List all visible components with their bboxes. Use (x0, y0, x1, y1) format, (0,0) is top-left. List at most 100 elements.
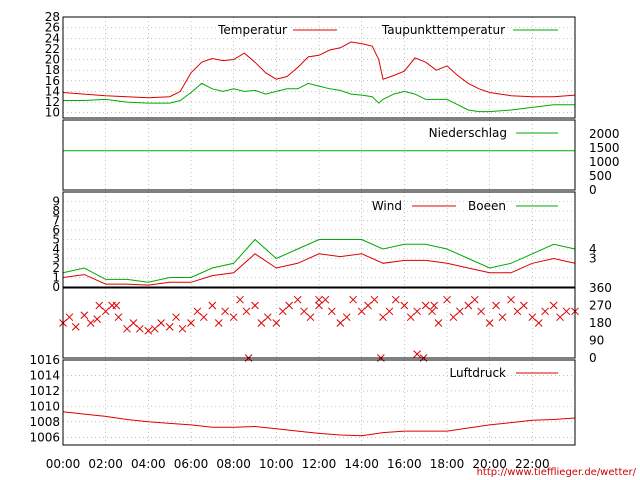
direction-point (400, 301, 409, 310)
legend-label: Taupunkttemperatur (381, 23, 505, 37)
x-tick-label: 14:00 (344, 457, 379, 471)
y-tick-label: 6 (52, 223, 60, 237)
x-tick-label: 04:00 (131, 457, 166, 471)
direction-point (315, 301, 323, 310)
y-tick-label: 5 (52, 233, 60, 247)
direction-point (434, 319, 443, 327)
direction-point (178, 324, 187, 333)
panel-direction: 0 90 180 270 360 (59, 281, 612, 365)
direction-point (364, 301, 372, 310)
direction-point (263, 313, 272, 322)
direction-point (285, 301, 293, 310)
direction-point (199, 313, 208, 322)
series-line-1 (62, 238, 576, 283)
time-axis-labels: 00:00 02:00 04:00 06:00 08:00 10:00 12:00 14:00… (46, 457, 550, 471)
y-tick-label: 7 (52, 214, 60, 228)
direction-point (327, 307, 336, 316)
direction-point (257, 319, 266, 327)
y2-tick-label: 90 (589, 334, 604, 348)
y-tick-label: 28 (45, 10, 60, 24)
legend-label: Niederschlag (429, 126, 507, 140)
direction-point (430, 301, 439, 310)
y2-tick-label: 270 (589, 299, 612, 313)
x-tick-label: 10:00 (259, 457, 294, 471)
y-tick-label: 4 (52, 242, 60, 256)
direction-point (349, 295, 357, 304)
y-tick-label: 0 (52, 280, 60, 294)
y-tick-label: 2 (52, 261, 60, 275)
direction-point (556, 313, 564, 322)
direction-point (95, 301, 104, 310)
direction-point (293, 295, 302, 304)
direction-point (214, 319, 223, 327)
direction-point (507, 295, 515, 304)
x-tick-label: 20:00 (472, 457, 507, 471)
direction-point (528, 313, 537, 322)
y-tick-label: 9 (52, 195, 60, 209)
direction-point (379, 313, 387, 322)
direction-point (321, 295, 330, 304)
y2-tick-label: 4 (589, 242, 597, 256)
direction-point (428, 307, 436, 316)
direction-point (123, 324, 131, 333)
direction-point (86, 319, 95, 327)
y2-tick-label: 1500 (589, 141, 620, 155)
direction-point (342, 313, 351, 322)
y2-tick-label: 360 (589, 281, 612, 295)
direction-point (464, 301, 473, 310)
direction-point (229, 313, 238, 322)
y-tick-label: 1014 (29, 368, 60, 382)
direction-point (492, 301, 500, 310)
direction-point (193, 307, 202, 316)
legend-label: Temperatur (217, 23, 287, 37)
direction-point (129, 319, 138, 327)
y-tick-label: 1008 (29, 415, 60, 429)
x-tick-label: 18:00 (430, 457, 465, 471)
direction-point (157, 319, 165, 327)
direction-point (470, 295, 479, 304)
x-tick-label: 16:00 (387, 457, 422, 471)
series-line-0 (62, 411, 576, 437)
direction-point (187, 319, 195, 327)
legend-label: Luftdruck (449, 366, 506, 380)
direction-point (315, 295, 323, 304)
panel-frame (62, 287, 576, 359)
direction-point (336, 319, 345, 327)
direction-point (221, 307, 229, 316)
direction-point (272, 319, 281, 327)
direction-point (541, 307, 549, 316)
direction-point (278, 307, 287, 316)
y2-tick-label: 180 (589, 316, 612, 330)
direction-point (144, 326, 153, 335)
direction-point (114, 313, 123, 322)
x-tick-label: 02:00 (88, 457, 123, 471)
direction-point (455, 307, 464, 316)
direction-point (112, 301, 121, 310)
direction-point (534, 319, 543, 327)
direction-point (498, 313, 507, 322)
y-tick-label: 26 (45, 21, 60, 35)
panel-frame (62, 16, 576, 119)
y-tick-label: 24 (45, 31, 60, 45)
direction-point (421, 301, 430, 310)
direction-point (172, 313, 180, 322)
y2-tick-label: 0 (589, 351, 597, 365)
y2-tick-label: 1000 (589, 155, 620, 169)
direction-point (80, 311, 89, 320)
direction-point (449, 313, 458, 322)
direction-point (251, 301, 259, 310)
source-url[interactable]: http://www.tiefflieger.de/wetter/ (477, 467, 637, 478)
series-line-1 (63, 82, 575, 113)
direction-point (413, 350, 421, 358)
y-tick-label: 18 (45, 63, 60, 77)
direction-point (150, 324, 159, 333)
legend-label: Wind (372, 199, 402, 213)
direction-point (370, 295, 379, 304)
direction-point (477, 307, 485, 316)
y-tick-label: 1012 (29, 384, 60, 398)
direction-point (300, 307, 308, 316)
